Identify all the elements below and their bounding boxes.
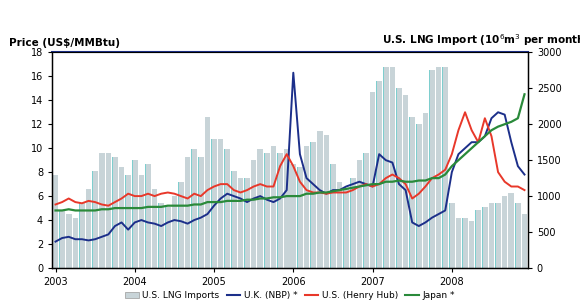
Bar xyxy=(218,139,223,268)
Bar xyxy=(106,153,111,268)
Bar xyxy=(521,214,527,268)
Bar xyxy=(185,156,190,268)
Bar xyxy=(132,160,137,268)
Bar xyxy=(429,70,435,268)
Bar xyxy=(403,95,408,268)
Bar xyxy=(390,67,395,268)
Bar xyxy=(317,132,322,268)
Bar xyxy=(363,153,369,268)
Bar xyxy=(86,189,91,268)
Bar xyxy=(409,117,415,268)
Bar xyxy=(92,171,98,268)
Bar xyxy=(205,117,210,268)
Bar xyxy=(251,160,256,268)
Bar xyxy=(370,92,375,268)
Bar xyxy=(291,164,296,268)
Bar xyxy=(119,167,124,268)
Bar xyxy=(436,67,441,268)
Bar xyxy=(357,160,362,268)
Bar xyxy=(211,139,217,268)
Bar xyxy=(476,210,481,268)
Text: U.S. LNG Import (10$^6$m$^3$ per month): U.S. LNG Import (10$^6$m$^3$ per month) xyxy=(382,32,580,48)
Bar xyxy=(264,153,270,268)
Bar xyxy=(502,196,508,268)
Bar xyxy=(244,178,250,268)
Bar xyxy=(271,146,276,268)
Legend: U.S. LNG Imports, U.K. (NBP) *, U.S. (Henry Hub), Japan *: U.S. LNG Imports, U.K. (NBP) *, U.S. (He… xyxy=(121,287,459,303)
Bar xyxy=(99,153,104,268)
Bar xyxy=(423,113,428,268)
Bar xyxy=(53,175,59,268)
Bar xyxy=(112,156,118,268)
Bar xyxy=(145,164,151,268)
Text: Price (US$/MMBtu): Price (US$/MMBtu) xyxy=(9,38,121,48)
Bar xyxy=(191,149,197,268)
Bar xyxy=(449,203,455,268)
Bar xyxy=(396,88,402,268)
Bar xyxy=(79,203,85,268)
Bar xyxy=(469,221,474,268)
Bar xyxy=(482,207,488,268)
Bar xyxy=(324,135,329,268)
Bar xyxy=(456,218,461,268)
Bar xyxy=(515,203,521,268)
Bar xyxy=(343,189,349,268)
Bar xyxy=(158,203,164,268)
Bar xyxy=(277,153,283,268)
Bar xyxy=(462,218,468,268)
Bar xyxy=(72,218,78,268)
Bar xyxy=(297,167,303,268)
Bar xyxy=(495,203,501,268)
Bar xyxy=(376,81,382,268)
Bar xyxy=(330,164,336,268)
Bar xyxy=(489,203,494,268)
Bar xyxy=(383,67,389,268)
Bar xyxy=(125,175,131,268)
Bar xyxy=(59,210,65,268)
Bar xyxy=(416,124,422,268)
Bar xyxy=(224,149,230,268)
Bar xyxy=(198,156,204,268)
Bar xyxy=(172,196,177,268)
Bar xyxy=(238,178,243,268)
Bar xyxy=(443,67,448,268)
Bar xyxy=(152,189,157,268)
Bar xyxy=(284,149,289,268)
Bar xyxy=(310,142,316,268)
Bar xyxy=(66,214,71,268)
Bar xyxy=(258,149,263,268)
Bar xyxy=(304,146,309,268)
Bar xyxy=(337,182,342,268)
Bar xyxy=(165,207,171,268)
Bar xyxy=(350,178,356,268)
Bar xyxy=(178,182,184,268)
Bar xyxy=(231,171,237,268)
Bar xyxy=(509,192,514,268)
Bar xyxy=(139,175,144,268)
